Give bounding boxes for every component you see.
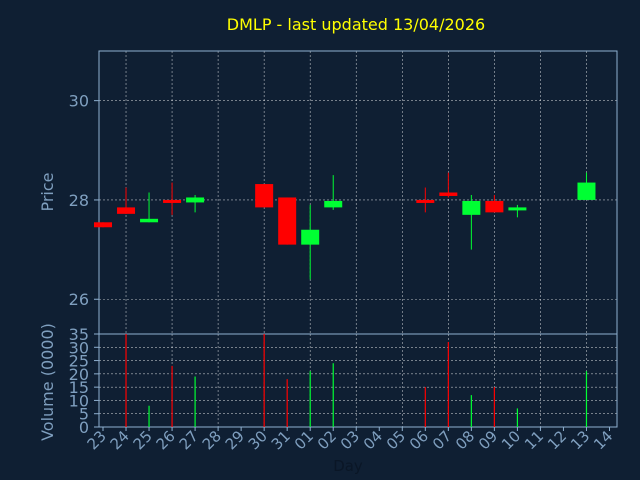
chart-title: DMLP - last updated 13/04/2026 <box>227 15 485 34</box>
candle-body <box>301 229 320 245</box>
candle-body <box>577 182 596 200</box>
price-axis: 26 28 30 <box>69 92 99 309</box>
x-axis-label: Day <box>333 457 363 475</box>
volume-axis-label: Volume (0000) <box>38 323 57 441</box>
volume-tick-label: 5 <box>79 405 89 424</box>
candle-body <box>117 207 136 214</box>
volume-tick-label: 35 <box>69 325 89 344</box>
day-tick-label: 14 <box>590 427 616 453</box>
candle-body <box>163 199 182 203</box>
volume-tick-label: 20 <box>69 365 89 384</box>
y-axis-label: Price <box>38 172 57 211</box>
volume-bars <box>125 334 588 427</box>
candle-body <box>140 218 159 223</box>
candle-body <box>508 207 527 211</box>
price-tick-label: 26 <box>69 290 89 309</box>
price-panel-frame <box>98 50 618 335</box>
volume-tick-label: 10 <box>69 391 89 410</box>
candle-body <box>462 200 481 215</box>
price-tick-label: 28 <box>69 191 89 210</box>
day-axis: 2324252627282930310102030405060708091011… <box>84 427 616 453</box>
volume-tick-label: 30 <box>69 338 89 357</box>
volume-grid <box>99 334 617 427</box>
price-tick-label: 30 <box>69 92 89 111</box>
candle-body <box>439 192 458 196</box>
volume-tick-label: 15 <box>69 378 89 397</box>
price-grid <box>99 51 617 334</box>
volume-tick-label: 25 <box>69 352 89 371</box>
volume-panel-frame <box>98 333 618 428</box>
candles <box>94 172 596 280</box>
candle-body <box>416 199 435 203</box>
candle-body <box>324 200 343 208</box>
candle-body <box>278 197 297 245</box>
candle-body <box>485 200 504 213</box>
volume-tick-label: 0 <box>79 418 89 437</box>
candle-body <box>255 184 274 208</box>
candle-body <box>94 222 112 228</box>
candle-body <box>186 197 205 203</box>
